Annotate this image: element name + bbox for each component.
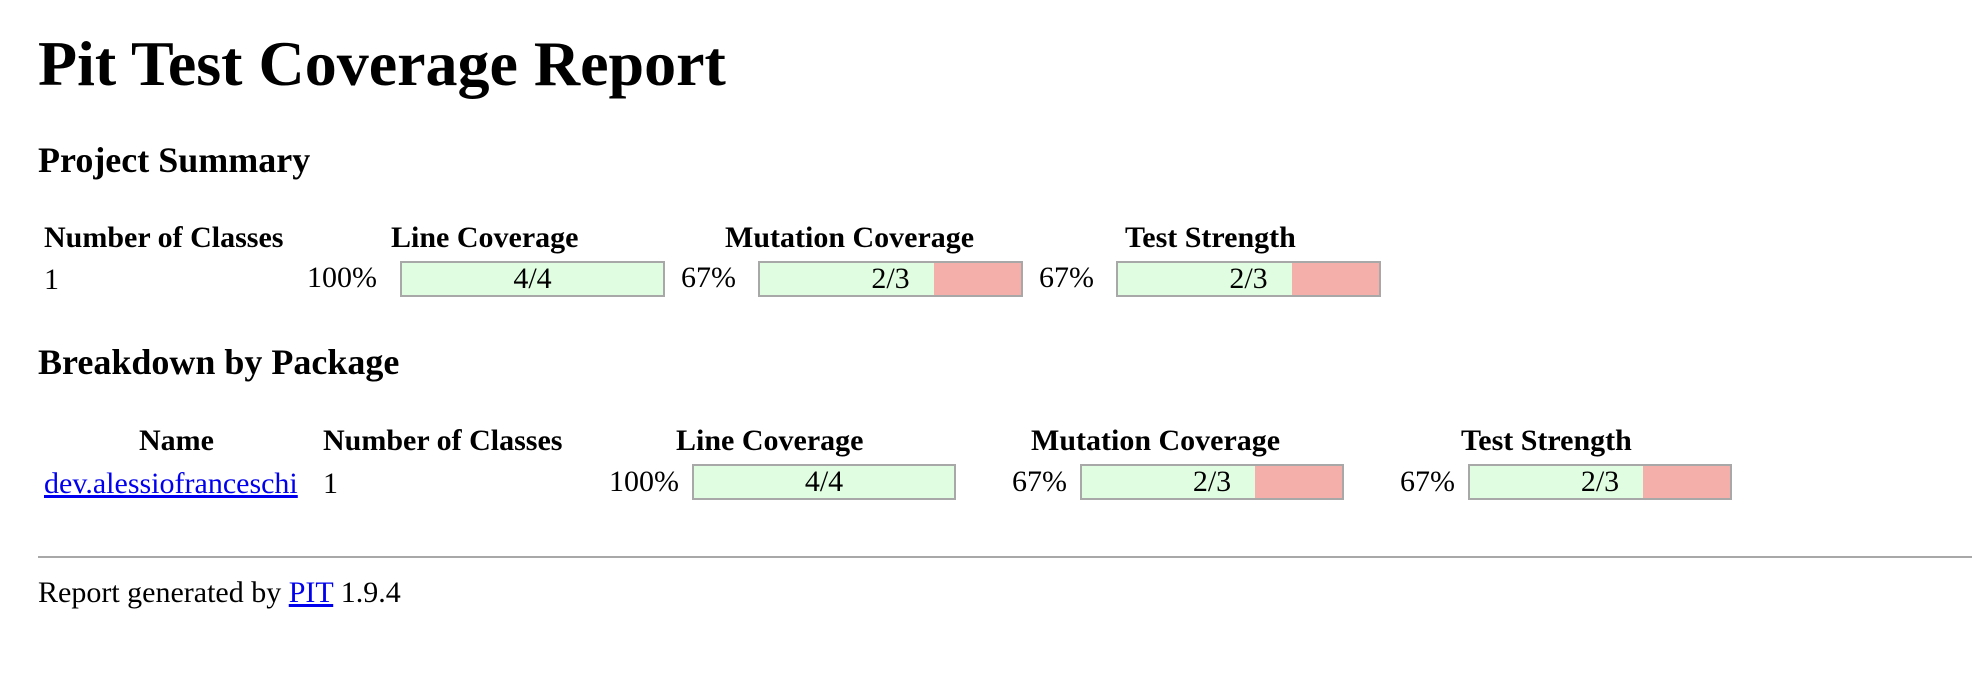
breakdown-strength-ratio: 2/3 [1580, 465, 1620, 498]
footer-prefix: Report generated by [38, 576, 282, 609]
summary-mutation-percent: 67% [681, 261, 736, 294]
breakdown-header-mutation-coverage: Mutation Coverage [1031, 424, 1281, 457]
summary-line-coverage-bar: 4/4 [400, 261, 665, 297]
summary-header-classes: Number of Classes [44, 221, 284, 254]
covered-fill [694, 466, 954, 498]
breakdown-line-percent: 100% [609, 465, 679, 498]
breakdown-test-strength-bar: 2/3 [1468, 464, 1732, 500]
summary-line-percent: 100% [307, 261, 377, 294]
covered-fill [1470, 466, 1644, 498]
footer-divider [38, 556, 1972, 558]
covered-fill [402, 263, 663, 295]
breakdown-header-test-strength: Test Strength [1461, 424, 1632, 457]
breakdown-mutation-ratio: 2/3 [1192, 465, 1232, 498]
breakdown-header-name: Name [139, 424, 214, 457]
summary-strength-ratio: 2/3 [1229, 262, 1268, 295]
summary-header-test-strength: Test Strength [1125, 221, 1296, 254]
summary-mutation-coverage-bar: 2/3 [758, 261, 1023, 297]
summary-mutation-ratio: 2/3 [871, 262, 910, 295]
breakdown-line-ratio: 4/4 [804, 465, 844, 498]
summary-header-mutation-coverage: Mutation Coverage [725, 221, 975, 254]
summary-strength-percent: 67% [1039, 261, 1094, 294]
covered-fill [1082, 466, 1256, 498]
missed-fill [1292, 263, 1379, 295]
breakdown-mutation-coverage-bar: 2/3 [1080, 464, 1344, 500]
summary-test-strength-bar: 2/3 [1116, 261, 1381, 297]
covered-fill [760, 263, 934, 295]
breakdown-line-coverage-bar: 4/4 [692, 464, 956, 500]
breakdown-header-classes: Number of Classes [323, 424, 563, 457]
covered-fill [1118, 263, 1292, 295]
summary-classes-value: 1 [44, 263, 59, 296]
page-title: Pit Test Coverage Report [38, 28, 726, 99]
footer: Report generated by PIT 1.9.4 [38, 578, 401, 608]
breakdown-heading: Breakdown by Package [38, 342, 400, 382]
pit-link[interactable]: PIT [288, 576, 334, 609]
breakdown-classes-value: 1 [323, 467, 338, 500]
breakdown-mutation-percent: 67% [1012, 465, 1067, 498]
footer-version: 1.9.4 [340, 576, 401, 609]
project-summary-heading: Project Summary [38, 140, 311, 180]
breakdown-header-line-coverage: Line Coverage [676, 424, 864, 457]
missed-fill [934, 263, 1021, 295]
missed-fill [1255, 466, 1342, 498]
missed-fill [1643, 466, 1730, 498]
summary-line-ratio: 4/4 [513, 262, 552, 295]
breakdown-strength-percent: 67% [1400, 465, 1455, 498]
package-link[interactable]: dev.alessiofranceschi [44, 467, 298, 500]
summary-header-line-coverage: Line Coverage [391, 221, 579, 254]
